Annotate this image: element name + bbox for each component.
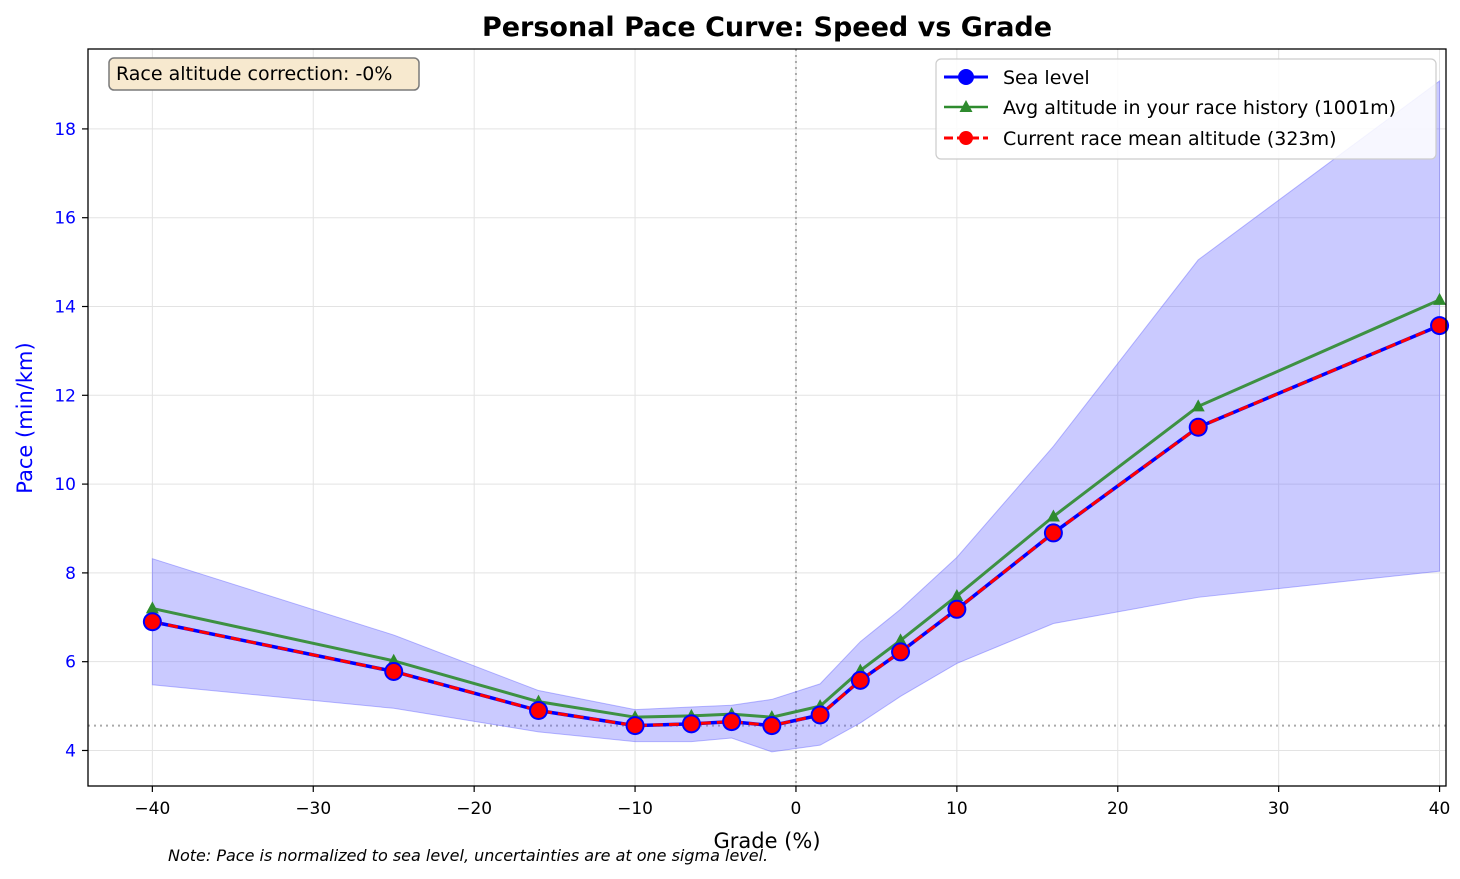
y-tick-label: 8 xyxy=(65,564,76,584)
chart-title: Personal Pace Curve: Speed vs Grade xyxy=(482,12,1052,43)
y-tick-label: 4 xyxy=(65,741,76,761)
x-tick-label: 0 xyxy=(791,799,802,819)
x-tick-label: −40 xyxy=(134,799,170,819)
point-current-race xyxy=(724,714,740,730)
point-avg-altitude xyxy=(1191,399,1205,412)
point-current-race xyxy=(144,614,160,630)
point-avg-altitude xyxy=(145,601,159,614)
legend: Sea level Avg altitude in your race hist… xyxy=(935,58,1437,160)
point-current-race xyxy=(764,718,780,734)
uncertainty-band-area xyxy=(151,79,1441,753)
point-current-race xyxy=(812,707,828,723)
series-lines xyxy=(142,292,1450,736)
x-tick-label: 40 xyxy=(1429,799,1451,819)
point-avg-altitude xyxy=(1433,292,1447,305)
legend-label-current-race: Current race mean altitude (323m) xyxy=(1003,128,1336,150)
series-line-avg-altitude xyxy=(152,298,1441,719)
x-tick-label: 20 xyxy=(1107,799,1129,819)
y-tick-label: 12 xyxy=(54,386,76,406)
y-tick-label: 10 xyxy=(54,475,76,495)
point-current-race xyxy=(627,718,643,734)
y-tick-label: 14 xyxy=(54,298,76,318)
legend-entry-sea-level: Sea level xyxy=(944,67,1090,89)
legend-label-sea-level: Sea level xyxy=(1003,67,1090,89)
y-axis-ticks: 4 6 8 10 12 14 16 18 xyxy=(54,120,88,761)
altitude-correction-box: Race altitude correction: -0% xyxy=(108,57,420,91)
legend-entry-avg-altitude: Avg altitude in your race history (1001m… xyxy=(944,97,1396,119)
legend-label-avg-altitude: Avg altitude in your race history (1001m… xyxy=(1003,97,1396,119)
series-line-sea-level xyxy=(152,323,1441,728)
x-tick-label: −30 xyxy=(295,799,331,819)
point-avg-altitude xyxy=(894,633,908,646)
y-tick-label: 6 xyxy=(65,653,76,673)
point-avg-altitude xyxy=(1046,509,1060,522)
x-tick-label: 30 xyxy=(1268,799,1290,819)
x-axis-label: Grade (%) xyxy=(713,829,820,853)
y-tick-label: 16 xyxy=(54,209,76,229)
y-tick-label: 18 xyxy=(54,120,76,140)
point-avg-altitude xyxy=(950,588,964,601)
point-current-race xyxy=(1432,318,1448,334)
legend-entry-current-race: Current race mean altitude (323m) xyxy=(944,128,1336,150)
y-axis-label: Pace (min/km) xyxy=(13,342,37,493)
point-current-race xyxy=(949,601,965,617)
x-tick-label: 10 xyxy=(946,799,968,819)
x-tick-label: −10 xyxy=(617,799,653,819)
point-current-race xyxy=(1190,419,1206,435)
altitude-correction-text: Race altitude correction: -0% xyxy=(116,63,392,85)
point-current-race xyxy=(893,644,909,660)
uncertainty-band xyxy=(151,79,1441,753)
point-current-race xyxy=(386,663,402,679)
point-current-race xyxy=(683,716,699,732)
point-current-race xyxy=(531,703,547,719)
point-current-race xyxy=(1045,525,1061,541)
plot-area-frame xyxy=(87,48,1447,787)
x-tick-label: −20 xyxy=(456,799,492,819)
x-axis-ticks: −40 −30 −20 −10 0 10 20 30 40 xyxy=(134,786,1450,819)
footnote: Note: Pace is normalized to sea level, u… xyxy=(168,846,768,865)
point-current-race xyxy=(852,672,868,688)
